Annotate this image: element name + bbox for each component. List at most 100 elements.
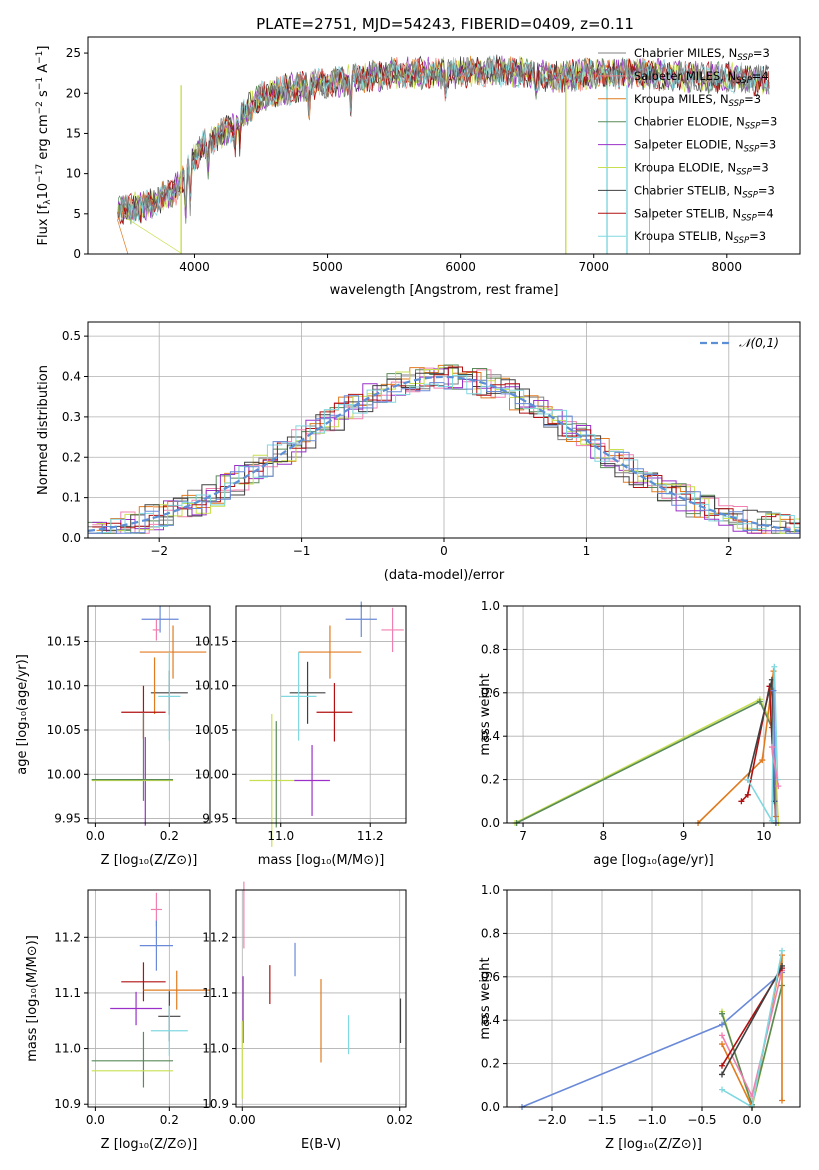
weight-marker [719,1010,725,1017]
y-tick-label: 0.1 [62,491,81,505]
text: 10 [36,183,51,200]
x-tick-label: 0.2 [160,1113,179,1127]
x-tick-label: 11.2 [357,829,384,843]
x-tick-label: 2 [725,544,733,558]
weight-marker [738,798,745,805]
weight-marker [779,1097,785,1104]
errorbar-point [289,661,326,724]
legend-sub: SSP [741,213,757,223]
x-tick-label: −1.0 [637,1113,666,1127]
x-tick-label: 0.0 [86,1113,105,1127]
y-tick-label: 0.0 [481,816,500,830]
histogram-series [92,368,800,534]
legend-sub: SSP [729,99,745,109]
y-tick-label: 10.05 [195,723,229,737]
y-tick-label: 11.1 [202,986,229,1000]
legend-label: Kroupa STELIB, NSSP=3 [634,229,766,246]
y-axis-label: Normed distribution [36,365,51,495]
x-tick-label: 5000 [312,260,343,274]
y-axis-label: mass weight [478,673,493,755]
y-tick-label: 15 [66,126,81,140]
spectrum-border [87,36,801,255]
y-tick-label: 11.2 [202,930,229,944]
x-tick-label: 7000 [578,260,609,274]
y-tick-label: 0.2 [481,773,500,787]
histogram-series [88,379,800,534]
text: ] [36,46,51,51]
y-tick-label: 9.95 [202,812,229,826]
figure-title: PLATE=2751, MJD=54243, FIBERID=0409, z=0… [256,15,634,33]
errorbar-point [381,607,404,653]
age-vs-mass-points [249,601,404,847]
mass-weight-vs-z-frame: −2.0 −1.5 −1.0 −0.5 0.0 0.0 0.2 0.4 0.6 0.8 1.0 [481,883,801,1127]
legend-tail: =3 [749,229,766,243]
x-tick-label: 0.02 [386,1113,413,1127]
x-tick-label: 8000 [712,260,743,274]
age-vs-z-axes [88,606,210,823]
mass-vs-z-border [87,889,211,1108]
y-tick-label: 10.15 [47,634,81,648]
x-tick-label: −2.0 [537,1113,566,1127]
spectrum-series [118,54,770,225]
weight-marker [770,687,777,694]
legend-label: Chabrier ELODIE, NSSP=3 [634,115,777,132]
weight-marker [719,1086,725,1093]
errorbar-point [139,920,174,971]
x-tick-label: 8 [600,829,608,843]
y-tick-label: 0.0 [62,531,81,545]
x-tick-label: 10 [756,829,771,843]
weight-marker [775,783,782,790]
y-tick-label: 10.10 [47,679,81,693]
histogram-series [88,367,800,534]
y-tick-label: 10.9 [54,1097,81,1111]
x-axis-label: Z [log₁₀(Z/Z⊙)] [101,1137,198,1152]
legend-label: Salpeter MILES, NSSP=4 [634,69,769,86]
x-tick-label: 0.0 [742,1113,761,1127]
weight-marker [759,757,766,764]
weight-marker [719,1071,725,1078]
normal-curve [87,375,801,532]
legend-sub: SSP [745,122,761,132]
errorbar-point [143,970,210,1010]
x-tick-label: −1.5 [587,1113,616,1127]
y-tick-label: 10 [66,167,81,181]
x-tick-label: 4000 [179,260,210,274]
spectrum-legend: Chabrier MILES, NSSP=3 Salpeter MILES, NS… [598,46,777,246]
text: erg cm [36,114,51,163]
errorbar-point [298,625,362,679]
sup: −2 [35,101,45,114]
y-tick-label: 11.0 [202,1042,229,1056]
weight-series [771,746,780,787]
x-tick-label: 0.2 [160,829,179,843]
spectrum-frame: 4000 5000 6000 7000 8000 0 5 10 15 20 25 [66,36,801,274]
weight-series [721,965,783,1075]
mass-vs-z-axes [88,890,210,1107]
y-tick-label: 0.8 [481,926,500,940]
x-tick-label: 9 [680,829,688,843]
errorbar-point [280,652,317,741]
age-vs-z-frame: 0.0 0.2 9.95 10.00 10.05 10.10 10.15 [47,605,211,843]
mass-vs-z-frame: 0.0 0.2 10.9 11.0 11.1 11.2 [54,889,211,1127]
y-tick-label: 0.4 [481,1013,500,1027]
mass-weight-vs-age-border [506,605,801,824]
x-tick-label: −2 [150,544,168,558]
y-tick-label: 25 [66,46,81,60]
residuals-frame: −2 −1 0 1 2 0.0 0.1 0.2 0.3 0.4 0.5 [62,321,801,558]
errorbar-point [316,683,353,742]
age-vs-z-points [91,606,207,826]
x-tick-label: 1 [583,544,591,558]
y-tick-label: 0.8 [481,642,500,656]
spectrum-series [119,56,770,221]
age-vs-mass-axes [236,606,406,823]
y-tick-label: 20 [66,86,81,100]
age-vs-mass-frame: 11.0 11.2 9.95 10.00 10.05 10.10 10.15 [195,605,407,843]
y-tick-label: 9.95 [54,812,81,826]
sup: −1 [35,51,45,64]
y-tick-label: 10.10 [195,679,229,693]
errorbar-point [139,625,207,679]
x-axis-label: (data-model)/error [384,568,505,583]
mass-weight-vs-age-axes [507,605,800,824]
x-tick-label: 7 [519,829,527,843]
y-axis-label: mass weight [478,957,493,1039]
y-tick-label: 0.6 [481,686,500,700]
